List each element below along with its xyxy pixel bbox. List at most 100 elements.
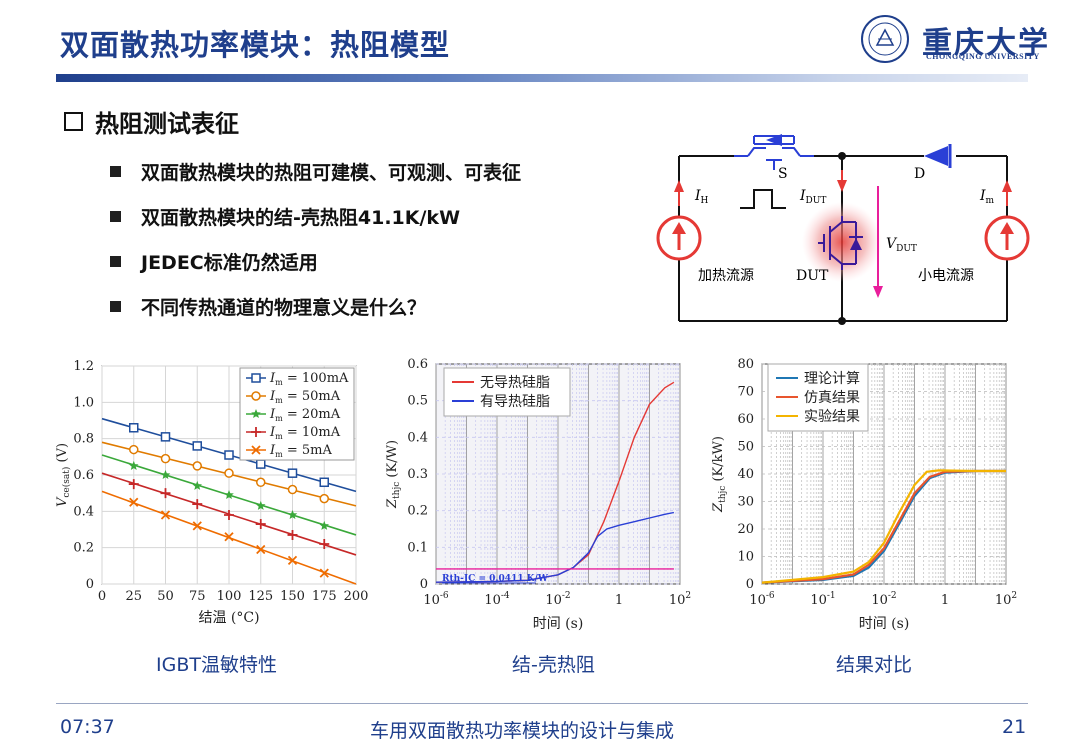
- legend-var: I: [269, 407, 276, 422]
- x-tick-exponent: 2: [1011, 591, 1017, 601]
- legend-entry: Im = 20mA: [269, 407, 341, 423]
- bullet-item: 双面散热模块的结-壳热阻41.1K/kW: [110, 203, 460, 230]
- series-0: [101, 417, 357, 493]
- x-axis-label: 时间 (s): [859, 616, 910, 632]
- heating-source-icon: [656, 215, 702, 261]
- x-tick-exponent: -6: [766, 591, 775, 601]
- data-point-6: [319, 477, 329, 488]
- y-tick-label: 20: [737, 522, 754, 537]
- x-tick-label: 0: [98, 589, 106, 604]
- y-tick-label: 0.2: [73, 541, 94, 556]
- data-point-2: [192, 461, 202, 471]
- data-point-3: [224, 468, 234, 478]
- data-point-4: [256, 477, 266, 488]
- annotation-rth-jc: Rth-JC = 0.0411 K/W: [442, 574, 549, 584]
- bullet-square-icon: [110, 301, 121, 312]
- data-point-6: [319, 568, 329, 578]
- label-dut: DUT: [796, 268, 829, 284]
- x-tick-base: 10: [749, 593, 766, 608]
- label-ih: IH: [694, 188, 709, 206]
- bullet-square-icon: [110, 166, 121, 177]
- y-axis-label-sub: thjc: [392, 482, 402, 499]
- data-point-5: [287, 468, 298, 478]
- x-tick-base: 10: [484, 593, 501, 608]
- chart-junction-case-thermal-impedance: 10-6 10-4 10-2 1 10200.10.20.30.40.50.6Rth-J…: [385, 357, 691, 632]
- x-tick-label: 10-2: [871, 591, 896, 608]
- footer-page-number: 21: [1002, 716, 1027, 738]
- y-tick-label: 1.0: [73, 395, 94, 410]
- series-4: [101, 490, 357, 585]
- bullet-text: 双面散热模块的结-壳热阻41.1K/kW: [141, 207, 461, 229]
- x-tick-label: 10-6: [423, 591, 449, 608]
- x-tick-base: 10: [423, 593, 440, 608]
- y-tick-label: 0.1: [407, 540, 428, 555]
- x-tick-label: 200: [344, 589, 369, 604]
- legend-entry: 理论计算: [804, 371, 860, 387]
- legend-var: I: [269, 443, 276, 458]
- y-tick-label: 80: [737, 357, 754, 372]
- x-tick-label: 175: [312, 589, 337, 604]
- x-tick-label: 150: [280, 589, 305, 604]
- y-tick-label: 0: [86, 577, 94, 592]
- label-idut: IDUT: [799, 188, 826, 206]
- small-source-icon: [984, 215, 1030, 261]
- x-axis-label: 结温 (°C): [198, 610, 259, 626]
- legend-sub: m: [275, 396, 283, 405]
- data-point-0: [129, 460, 139, 470]
- data-point-6: [319, 493, 329, 504]
- data-point-3: [224, 490, 234, 499]
- y-axis-label-var: Z: [385, 498, 400, 509]
- legend-entry: Im = 5mA: [269, 443, 332, 459]
- data-point-4: [256, 544, 266, 555]
- data-point-legend-4: [251, 445, 261, 455]
- data-point-legend-2: [251, 409, 261, 418]
- legend-value: = 20mA: [283, 407, 341, 422]
- data-point-0: [128, 479, 139, 490]
- diode-d-icon: [924, 144, 956, 168]
- data-point-4: [256, 459, 266, 469]
- x-tick-label: 1: [941, 593, 949, 608]
- chart-igbt-temp-sensitivity: 0 25 50 75 100 125 150 175 200 0 0.2 0.4 0.6 0.8 1.0 1.…: [55, 359, 369, 626]
- x-tick-exponent: 2: [685, 591, 691, 601]
- data-point-3: [224, 509, 234, 520]
- label-small-source: 小电流源: [918, 268, 974, 284]
- pulse-icon: [740, 189, 786, 209]
- x-tick-base: 10: [669, 593, 686, 608]
- caption-chart-3: 结果对比: [836, 654, 913, 676]
- series-line-2: [761, 469, 1006, 584]
- x-tick-label: 100: [217, 589, 242, 604]
- x-axis-label: 时间 (s): [533, 616, 584, 632]
- y-axis-label: Zthjc (K/W): [385, 440, 402, 509]
- x-tick-base: 10: [995, 593, 1012, 608]
- x-tick-label: 10-6: [749, 591, 775, 608]
- legend-sub: m: [275, 450, 283, 459]
- data-point-1: [160, 432, 171, 442]
- data-point-1: [160, 488, 171, 499]
- data-point-1: [160, 510, 171, 520]
- label-im: Im: [979, 188, 995, 206]
- x-tick-label: 50: [157, 589, 174, 604]
- y-tick-label: 10: [737, 550, 754, 565]
- data-point-1: [160, 470, 171, 479]
- y-tick-label: 0.8: [73, 432, 94, 447]
- slide-title: 双面散热功率模块：热阻模型: [60, 28, 451, 62]
- y-axis-label: Zthjc (K/kW): [711, 436, 728, 513]
- data-point-legend-3: [251, 427, 261, 437]
- series-3: [101, 472, 357, 556]
- footer-title: 车用双面散热功率模块的设计与集成: [370, 720, 675, 742]
- series-line-1: [435, 511, 675, 583]
- legend-sub: m: [275, 378, 283, 387]
- y-tick-label: 70: [737, 385, 754, 400]
- x-tick-label: 75: [189, 589, 206, 604]
- data-point-2: [192, 521, 202, 531]
- y-axis-label-var: V: [55, 496, 70, 507]
- legend-entry: Im = 100mA: [269, 371, 349, 387]
- university-logo: [861, 15, 909, 63]
- logo-subtitle: CHONGQING UNIVERSITY: [926, 52, 1040, 61]
- caption-chart-1: IGBT温敏特性: [156, 654, 277, 676]
- data-point-0: [129, 423, 139, 433]
- x-tick-exponent: -6: [440, 591, 449, 601]
- y-axis-label-var: Z: [711, 502, 726, 513]
- legend-sub: m: [275, 414, 283, 423]
